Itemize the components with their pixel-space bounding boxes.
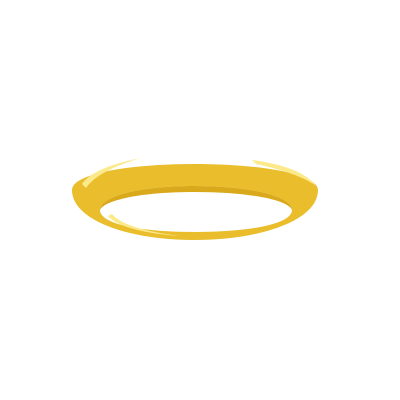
halo-highlight-left (82, 158, 140, 188)
halo-highlight-right (252, 160, 316, 186)
halo-inner-shadow (100, 186, 292, 210)
halo-highlight-inner (108, 214, 180, 236)
halo-ring (72, 164, 318, 240)
